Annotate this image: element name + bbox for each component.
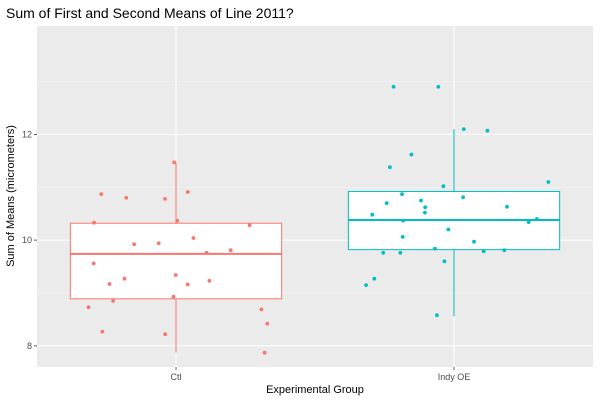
data-point — [398, 250, 403, 255]
data-point — [400, 192, 404, 197]
data-point — [372, 276, 377, 281]
data-point — [99, 192, 104, 197]
data-point — [364, 283, 368, 287]
data-point — [435, 313, 439, 318]
y-tick-label: 10 — [22, 235, 32, 245]
data-point — [172, 160, 177, 165]
data-point — [481, 249, 486, 254]
data-point — [92, 220, 96, 225]
data-point — [401, 218, 406, 223]
data-point — [185, 282, 190, 287]
data-point — [391, 84, 396, 89]
data-point — [526, 220, 531, 225]
y-tick-label: 8 — [27, 341, 32, 351]
data-point — [91, 261, 96, 266]
data-point — [400, 235, 405, 239]
data-point — [472, 239, 476, 244]
data-point — [441, 184, 446, 189]
chart-title: Sum of First and Second Means of Line 20… — [6, 5, 294, 21]
jitter-points — [86, 84, 551, 355]
data-point — [86, 305, 91, 310]
data-point — [171, 294, 176, 299]
y-axis-title: Sum of Means (micrometers) — [5, 125, 17, 267]
data-point — [442, 259, 447, 264]
data-point — [100, 329, 105, 334]
box — [69, 222, 283, 300]
y-tick-label: 12 — [22, 129, 32, 139]
data-point — [173, 273, 178, 277]
data-point — [207, 278, 212, 283]
data-point — [505, 204, 509, 209]
data-point — [185, 190, 190, 194]
data-point — [384, 201, 389, 206]
data-point — [163, 197, 167, 201]
data-point — [107, 282, 112, 286]
data-point — [111, 299, 115, 303]
data-point — [175, 218, 180, 223]
data-point — [228, 248, 233, 253]
x-tick-label: Indy OE — [438, 372, 471, 382]
data-point — [461, 195, 465, 200]
data-point — [485, 128, 490, 133]
data-point — [262, 350, 267, 355]
data-point — [247, 223, 252, 228]
data-point — [191, 236, 196, 240]
data-point — [409, 152, 414, 157]
data-point — [446, 227, 451, 232]
data-point — [423, 210, 427, 215]
data-point — [502, 248, 507, 253]
axes: 8 10 12 Ctl Indy OE — [22, 129, 470, 382]
data-point — [122, 276, 127, 281]
data-point — [423, 205, 428, 210]
data-point — [132, 242, 137, 247]
x-axis-title: Experimental Group — [266, 384, 364, 396]
boxes — [69, 129, 561, 353]
data-point — [419, 198, 423, 203]
data-point — [381, 250, 386, 255]
x-tick-label: Ctl — [171, 372, 182, 382]
data-point — [370, 212, 375, 217]
data-point — [436, 84, 441, 89]
data-point — [388, 165, 392, 170]
data-point — [265, 321, 270, 326]
data-point — [124, 195, 129, 200]
data-point — [546, 180, 551, 184]
data-point — [461, 127, 466, 131]
data-point — [433, 246, 437, 251]
data-point — [204, 250, 209, 255]
data-point — [259, 307, 264, 312]
data-point — [163, 332, 168, 337]
data-point — [535, 217, 539, 221]
data-point — [156, 241, 161, 246]
